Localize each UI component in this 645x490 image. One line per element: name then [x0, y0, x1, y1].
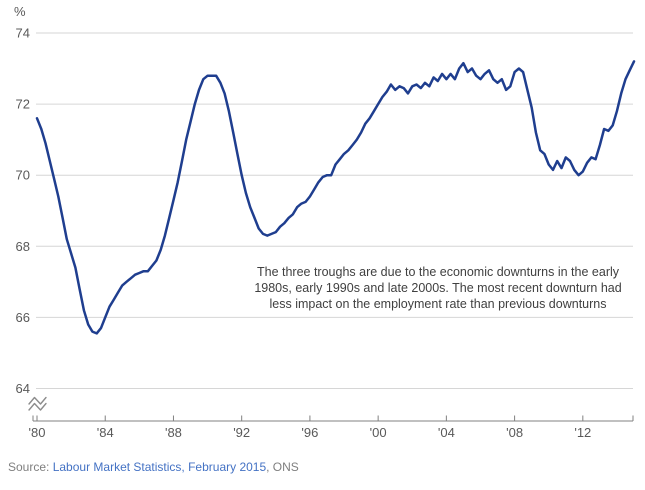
y-tick-label: 64 — [16, 381, 30, 396]
chart-annotation: The three troughs are due to the economi… — [237, 264, 639, 312]
x-axis-labels: '80 '84 '88 '92 '96 '00 '04 '08 '12 — [29, 425, 592, 440]
source-prefix: Source: — [8, 460, 53, 474]
y-tick-label: 74 — [16, 26, 30, 41]
annotation-line: 1980s, early 1990s and late 2000s. The m… — [254, 281, 622, 295]
axis-break-icon — [28, 396, 47, 411]
gridlines — [36, 32, 633, 389]
y-axis-labels: 74 72 70 68 66 64 — [16, 26, 30, 397]
x-tick-label: '00 — [370, 425, 387, 440]
x-tick-label: '92 — [233, 425, 250, 440]
x-tick-label: '08 — [506, 425, 523, 440]
x-tick-label: '80 — [29, 425, 46, 440]
y-axis-unit-label: % — [14, 4, 26, 19]
x-tick-label: '12 — [574, 425, 591, 440]
annotation-line: The three troughs are due to the economi… — [256, 265, 620, 279]
y-tick-label: 68 — [16, 239, 30, 254]
y-tick-label: 72 — [16, 97, 30, 112]
employment-rate-line — [35, 60, 636, 335]
x-tick-label: '88 — [165, 425, 182, 440]
x-tick-label: '84 — [97, 425, 114, 440]
source-link[interactable]: Labour Market Statistics, February 2015 — [52, 460, 267, 474]
y-tick-label: 70 — [16, 168, 30, 183]
annotation-line: less impact on the employment rate than … — [269, 297, 607, 311]
source-suffix: , ONS — [266, 460, 299, 474]
x-tick-label: '96 — [301, 425, 318, 440]
line-chart-plot: 74 72 70 68 66 64 '80 '84 '88 '92 '96 '00 '04 '08 '12 — [16, 26, 636, 440]
x-axis — [32, 415, 634, 422]
source-line: Source: Labour Market Statistics, Februa… — [8, 460, 299, 474]
y-tick-label: 66 — [16, 310, 30, 325]
x-tick-label: '04 — [438, 425, 455, 440]
